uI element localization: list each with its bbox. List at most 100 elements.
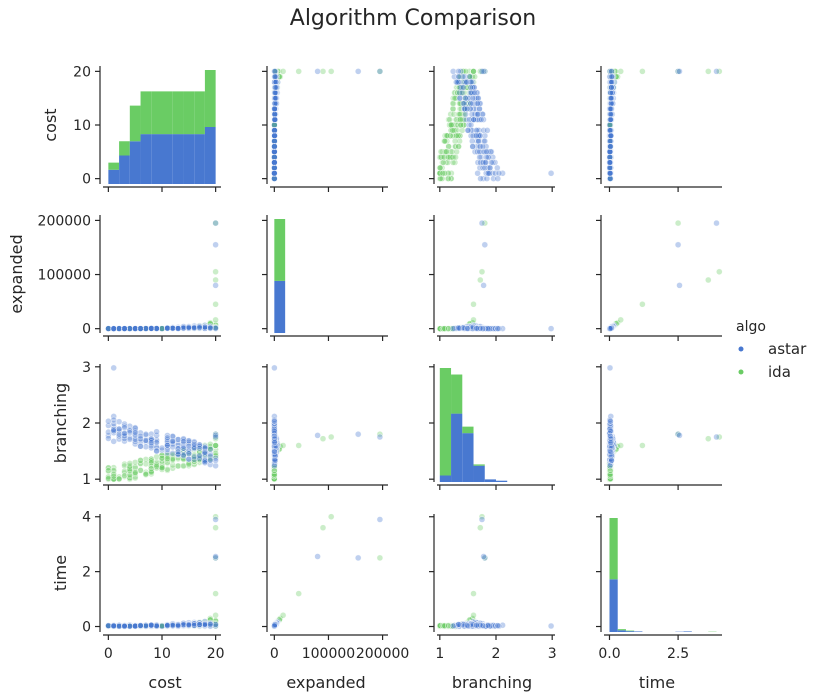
point-ida: [212, 276, 219, 284]
point-astar: [607, 116, 614, 123]
point-astar: [608, 78, 615, 86]
panel-cost-vs-branching: [429, 66, 555, 192]
point-astar: [121, 424, 128, 431]
point-ida: [478, 268, 486, 275]
point-astar: [126, 436, 134, 443]
hist-bar-ida-cost: [162, 91, 173, 135]
x-tick-label: 100000: [302, 646, 355, 662]
point-astar: [460, 84, 467, 91]
point-ida: [437, 164, 444, 172]
point-astar: [207, 324, 214, 332]
point-astar: [476, 153, 483, 161]
point-astar: [271, 159, 278, 166]
panel-branching-vs-time: [596, 364, 723, 490]
point-ida: [131, 469, 139, 476]
point-ida: [212, 316, 219, 324]
point-astar: [474, 100, 481, 107]
point-astar: [207, 457, 214, 464]
point-astar: [271, 137, 278, 145]
point-ida: [328, 68, 335, 75]
point-astar: [456, 94, 463, 102]
point-astar: [105, 435, 112, 442]
point-astar: [608, 94, 615, 102]
point-ida: [451, 137, 459, 145]
point-astar: [470, 116, 477, 123]
point-astar: [271, 111, 278, 118]
point-astar: [494, 175, 501, 182]
panel-cost-vs-time: [596, 66, 723, 192]
point-astar: [142, 325, 150, 332]
point-ida: [716, 268, 723, 275]
point-ida: [470, 612, 477, 619]
point-astar: [483, 175, 491, 182]
point-astar: [271, 448, 278, 456]
point-astar: [314, 68, 321, 75]
y-tick-label: 0: [82, 172, 91, 188]
point-astar: [180, 621, 187, 628]
point-astar: [201, 621, 209, 628]
hist-bar-ida-cost: [183, 91, 195, 135]
point-ida: [276, 73, 283, 80]
point-astar: [158, 623, 166, 630]
y-tick-label: 200000: [38, 213, 91, 229]
point-astar: [121, 623, 128, 630]
point-ida: [148, 459, 155, 466]
point-astar: [110, 325, 117, 332]
point-astar: [606, 159, 613, 166]
point-astar: [169, 621, 176, 629]
point-astar: [131, 429, 139, 436]
point-ida: [105, 467, 112, 474]
point-astar: [463, 78, 470, 86]
point-astar: [158, 444, 166, 452]
point-astar: [606, 127, 613, 134]
point-astar: [271, 427, 278, 434]
point-astar: [212, 241, 219, 249]
point-astar: [485, 325, 492, 332]
point-astar: [137, 622, 144, 629]
point-astar: [271, 418, 278, 425]
point-astar: [137, 325, 144, 332]
point-ida: [212, 524, 219, 531]
point-ida: [115, 475, 123, 482]
y-tick-label: 2: [82, 416, 91, 432]
point-ida: [449, 105, 457, 113]
hist-bar-astar-cost: [108, 169, 120, 184]
point-astar: [148, 325, 155, 332]
point-ida: [441, 137, 449, 145]
panel-cost-vs-expanded: [262, 66, 388, 192]
point-ida: [295, 590, 302, 597]
point-astar: [212, 219, 219, 227]
point-astar: [455, 73, 462, 80]
point-astar: [474, 170, 481, 177]
point-astar: [110, 364, 117, 372]
point-astar: [483, 153, 490, 161]
point-ida: [443, 148, 450, 156]
point-astar: [174, 436, 182, 443]
point-ida: [169, 456, 176, 463]
point-ida: [319, 68, 327, 75]
point-astar: [271, 100, 279, 107]
point-astar: [607, 427, 614, 434]
x-tick-label: 0: [270, 646, 279, 662]
y-tick-label: 0: [82, 322, 91, 338]
point-astar: [271, 73, 279, 80]
point-astar: [608, 73, 615, 80]
point-astar: [676, 432, 683, 439]
point-ida: [456, 111, 463, 118]
point-astar: [484, 127, 491, 134]
point-ida: [131, 459, 139, 466]
point-astar: [467, 100, 474, 107]
point-astar: [185, 437, 193, 444]
point-astar: [271, 462, 278, 469]
hist-bar-ida-cost: [140, 91, 152, 135]
x-tick-label: 10: [153, 646, 171, 662]
hist-bar-astar-branching: [496, 480, 508, 482]
point-astar: [607, 439, 614, 446]
point-astar: [271, 457, 279, 464]
point-ida: [477, 524, 484, 531]
point-ida: [279, 442, 287, 449]
